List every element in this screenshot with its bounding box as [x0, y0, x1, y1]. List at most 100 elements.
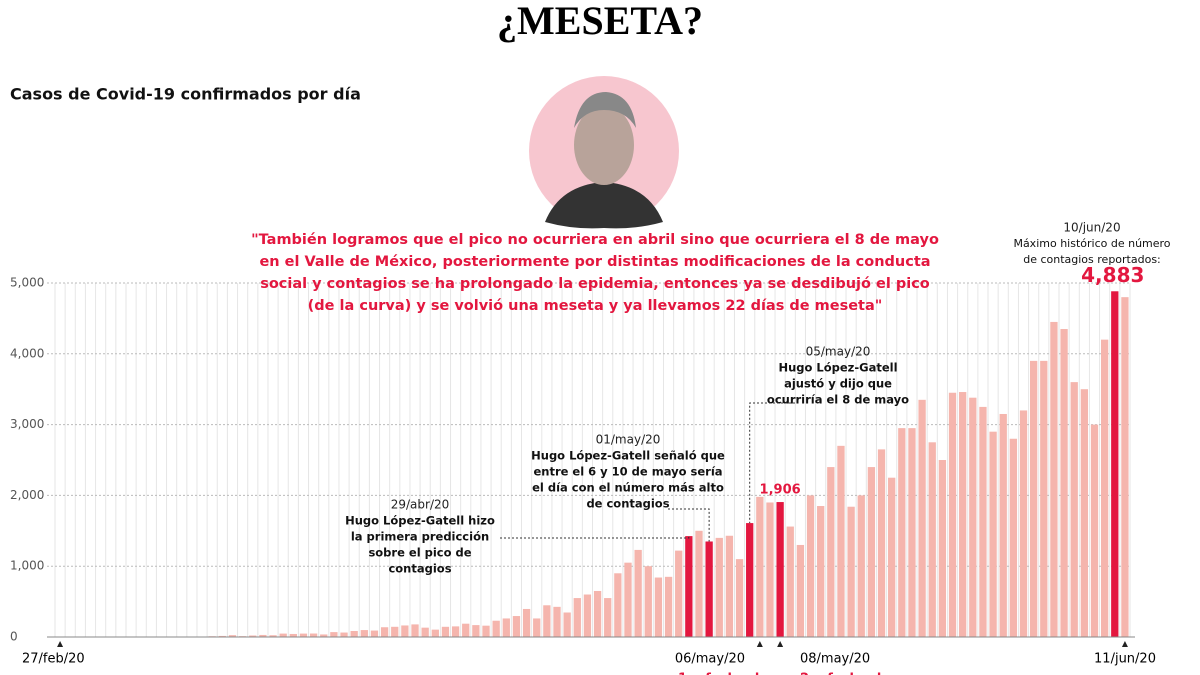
bar — [553, 606, 561, 637]
x-tick-label: 11/jun/20 — [1094, 652, 1156, 667]
bar — [340, 632, 348, 637]
bar — [431, 629, 439, 637]
bar — [705, 541, 713, 637]
bar — [309, 633, 318, 637]
x-tick-label: 27/feb/20 — [22, 652, 85, 667]
y-tick-label: 0 — [10, 630, 18, 644]
bar — [543, 605, 551, 637]
bar — [1030, 360, 1038, 637]
bar — [1080, 389, 1089, 637]
bar — [472, 625, 480, 637]
annotation-date: 05/may/20 — [806, 345, 871, 359]
bar — [969, 397, 977, 637]
bar — [776, 502, 784, 637]
bar — [695, 530, 703, 637]
portrait — [529, 76, 679, 229]
bar — [989, 431, 997, 637]
bar — [857, 495, 865, 637]
y-tick-label: 3,000 — [10, 417, 44, 431]
bar — [492, 620, 500, 637]
value-label: 4,883 — [1081, 263, 1144, 287]
bar — [320, 634, 328, 637]
quote: social y contagios se ha prolongado la e… — [260, 276, 930, 292]
bar — [928, 442, 936, 637]
annotation-text: sobre el pico de — [368, 546, 471, 560]
value-label: 1,906 — [760, 483, 801, 498]
x-tick-arrow — [57, 641, 64, 647]
bar — [604, 598, 612, 637]
bar — [380, 627, 389, 637]
x-tick-label: 08/may/20 — [800, 652, 870, 667]
bar — [735, 559, 744, 637]
bar — [279, 633, 287, 637]
bar — [867, 467, 876, 637]
bar — [512, 616, 521, 637]
bar — [634, 549, 642, 637]
bar — [228, 635, 237, 637]
bar — [441, 626, 450, 637]
bar — [451, 626, 460, 637]
footnote: 2a. fecha de — [800, 672, 890, 675]
annotation-text: Hugo López-Gatell — [778, 361, 897, 375]
bar — [411, 624, 419, 637]
bar — [360, 630, 368, 637]
bar — [1121, 297, 1129, 637]
annotation-leader — [749, 402, 795, 524]
bar — [1060, 329, 1068, 637]
x-tick-arrow — [777, 641, 784, 647]
bar — [218, 635, 226, 637]
annotation-leader — [500, 536, 690, 539]
chart-subtitle: Casos de Covid-19 confirmados por día — [10, 85, 361, 104]
bar — [502, 618, 510, 637]
bar — [979, 406, 987, 637]
x-tick-arrow — [1121, 641, 1128, 647]
annotation-date: 10/jun/20 — [1063, 221, 1120, 235]
bar — [1050, 321, 1058, 637]
bar — [685, 536, 693, 637]
bar — [827, 467, 835, 637]
chart-title: ¿MESETA? — [497, 0, 703, 43]
bar — [614, 573, 622, 637]
bar — [269, 635, 277, 637]
bar — [786, 526, 794, 637]
bar — [756, 496, 764, 637]
bar — [918, 399, 926, 637]
annotation-text: Hugo López-Gatell hizo — [345, 514, 495, 528]
bar — [522, 608, 531, 637]
y-tick-label: 4,000 — [10, 346, 44, 360]
bar — [624, 562, 632, 637]
bar — [898, 428, 906, 637]
bar — [259, 634, 267, 637]
bar — [664, 576, 673, 637]
bar — [573, 598, 581, 637]
quote: "También logramos que el pico no ocurrie… — [251, 232, 939, 248]
bar — [533, 618, 541, 637]
bar — [583, 594, 592, 637]
bar — [1070, 382, 1078, 637]
bar — [715, 537, 723, 637]
bar — [725, 535, 734, 637]
y-tick-label: 2,000 — [10, 488, 44, 502]
bar — [370, 630, 379, 637]
annotation-leader — [668, 508, 710, 542]
bar — [563, 612, 571, 637]
bar — [1100, 339, 1109, 637]
annotation-text: el día con el número más alto — [532, 481, 724, 495]
bar — [299, 633, 308, 637]
bar — [421, 627, 429, 637]
bar — [289, 633, 297, 637]
annotation-text: de contagios reportados: — [1023, 253, 1161, 266]
bar — [482, 625, 490, 637]
bar — [837, 445, 845, 637]
bar — [401, 625, 409, 637]
bar — [806, 495, 815, 637]
bar — [938, 460, 947, 637]
annotation-text: la primera predicción — [351, 530, 489, 544]
annotation-text: Hugo López-Gatell señaló que — [531, 449, 725, 463]
y-tick-label: 1,000 — [10, 559, 44, 573]
bar — [1019, 410, 1028, 637]
bar — [847, 506, 855, 637]
annotation-text: de contagios — [586, 497, 669, 511]
bar — [644, 566, 652, 637]
quote: (de la curva) y se volvió una meseta y y… — [308, 298, 883, 314]
